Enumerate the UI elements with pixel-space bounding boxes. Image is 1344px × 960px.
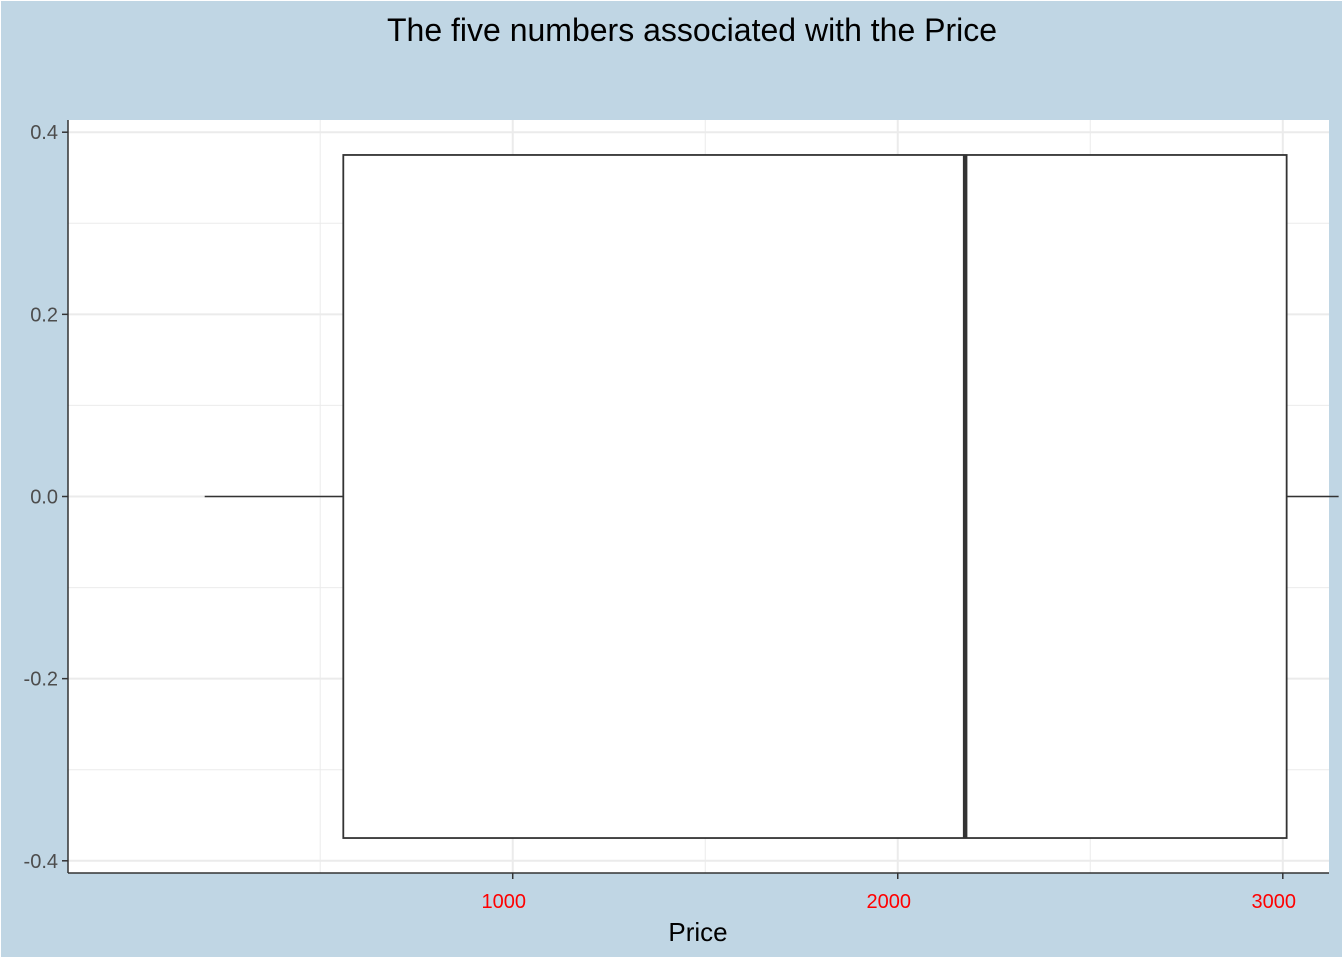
y-axis-ticks: 0.4 0.2 0.0 -0.2 -0.4 bbox=[24, 122, 68, 873]
y-tick-label: -0.2 bbox=[24, 669, 58, 691]
box-layer bbox=[204, 154, 1339, 839]
box-iqr bbox=[342, 154, 1288, 839]
chart-title: The five numbers associated with the Pri… bbox=[387, 12, 997, 48]
y-tick-label: 0.0 bbox=[30, 487, 58, 509]
y-tick-label: -0.4 bbox=[24, 851, 58, 873]
x-tick-label: 2000 bbox=[867, 891, 912, 913]
x-tick-label: 3000 bbox=[1252, 891, 1297, 913]
y-tick-label: 0.4 bbox=[30, 122, 58, 144]
y-tick-label: 0.2 bbox=[30, 304, 58, 326]
x-tick-label: 1000 bbox=[481, 891, 526, 913]
x-axis-title: Price bbox=[668, 917, 727, 947]
x-axis-ticks: 1000 2000 3000 bbox=[481, 873, 1296, 913]
